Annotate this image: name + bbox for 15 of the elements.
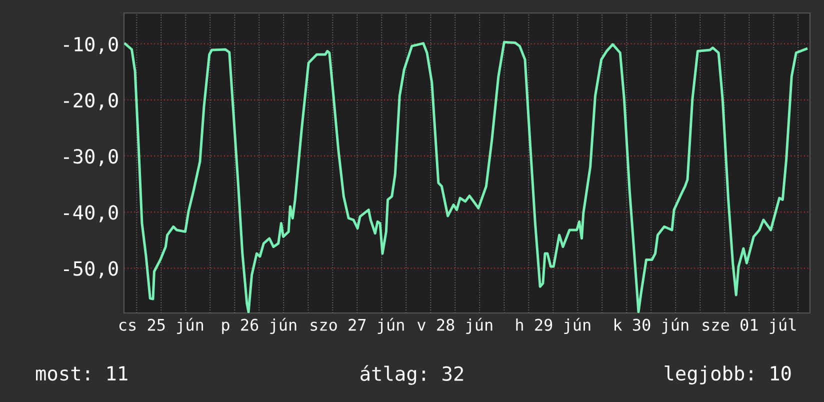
x-tick-label: p 26 jún: [222, 318, 296, 334]
y-tick-label: -40,0: [64, 205, 118, 222]
y-tick-label: -10,0: [64, 36, 118, 54]
x-tick-label: v 28 jún: [417, 318, 492, 334]
x-tick-label: h 29 jún: [516, 318, 590, 334]
text: átlag: 32: [360, 365, 464, 385]
text: legjobb: 10: [664, 365, 791, 385]
text: most: 11: [36, 366, 128, 381]
y-tick-label: -20,0: [64, 92, 118, 110]
x-tick-label: szo 27 jún: [310, 318, 404, 334]
y-tick-label: -30,0: [64, 149, 118, 166]
x-tick-label: cs 25 jún: [119, 318, 204, 334]
y-tick-label: -50,0: [64, 261, 118, 278]
x-tick-label: sze 01 júl: [702, 318, 796, 334]
x-tick-label: k 30 jún: [614, 318, 688, 334]
